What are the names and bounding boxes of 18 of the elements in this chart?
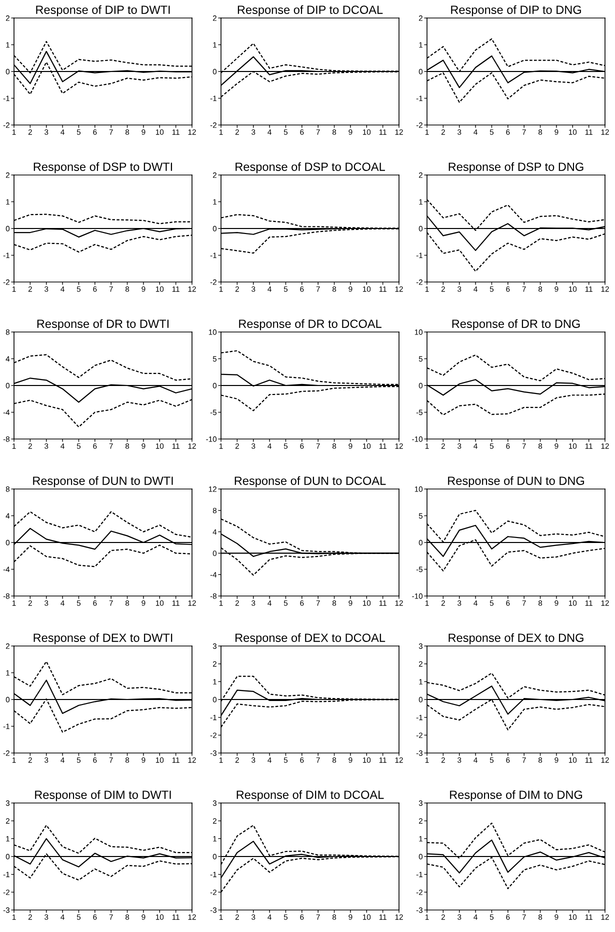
chart-title: Response of DR to DCOAL <box>239 319 382 330</box>
chart-title: Response of DSP to DNG <box>448 162 584 174</box>
chart-title: Response of DEX to DCOAL <box>236 633 386 644</box>
chart-title: Response of DIM to DWTI <box>35 790 171 802</box>
chart-title: Response of DIM to DCOAL <box>236 790 384 802</box>
chart-title: Response of DUN to DNG <box>448 476 584 488</box>
chart-title: Response of DIP to DCOAL <box>238 5 383 16</box>
chart-title: Response of DR to DNG <box>452 319 580 330</box>
chart-title: Response of DSP to DCOAL <box>236 162 385 174</box>
chart-title: Response of DR to DWTI <box>37 319 169 330</box>
chart-title: Response of DEX to DWTI <box>34 633 172 644</box>
chart-title: Response of DIP to DNG <box>451 5 581 16</box>
chart-title: Response of DEX to DNG <box>448 633 584 644</box>
chart-title: Response of DIM to DNG <box>450 790 582 802</box>
chart-title: Response of DSP to DWTI <box>34 162 172 174</box>
chart-title: Response of DIP to DWTI <box>36 5 170 16</box>
chart-title: Response of DUN to DCOAL <box>234 476 386 488</box>
chart-title: Response of DUN to DWTI <box>33 476 173 488</box>
